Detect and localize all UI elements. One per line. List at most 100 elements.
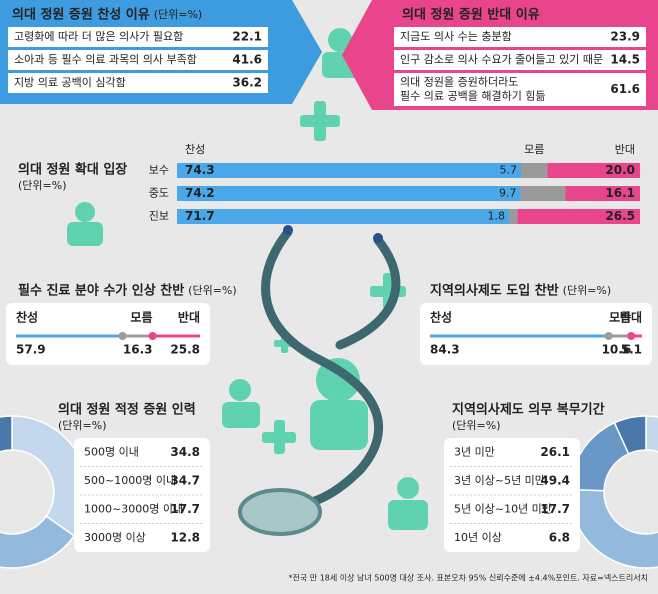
panel-background bbox=[6, 303, 210, 365]
chart-title: 의대 정원 증원 찬성 이유 bbox=[12, 7, 150, 23]
value-label: 16.1 bbox=[605, 186, 635, 200]
row-label-line: 의대 정원을 증원하더라도 bbox=[400, 75, 518, 89]
row-value: 17.7 bbox=[170, 502, 200, 516]
bar-segment bbox=[508, 209, 518, 224]
bar-segment bbox=[152, 334, 200, 338]
legend-label: 모름 bbox=[130, 310, 152, 325]
value-label: 5.1 bbox=[621, 343, 642, 357]
bar-segment bbox=[517, 209, 640, 224]
unit-label: (단위=%) bbox=[58, 419, 107, 432]
value-label: 20.0 bbox=[605, 163, 635, 177]
row-label: 의대 정원을 증원하더라도 필수 의료 공백을 해결하기 힘듦 bbox=[400, 75, 546, 103]
row-label-line: 소아과 등 필수 의료 과목의 의사 부족함 bbox=[14, 53, 197, 66]
row-value: 12.8 bbox=[170, 530, 200, 544]
value-label: 71.7 bbox=[185, 209, 215, 223]
chart-title: 필수 진료 분야 수가 인상 찬반 bbox=[18, 283, 184, 299]
row-label: 500명 이내 bbox=[84, 445, 139, 458]
donut-slice bbox=[613, 415, 647, 455]
unit-label: (단위=%) bbox=[154, 8, 203, 21]
row-label: 지금도 의사 수는 충분함 bbox=[400, 30, 512, 43]
row-value: 26.1 bbox=[540, 445, 570, 459]
value-label: 10.6 bbox=[602, 343, 632, 357]
category-label: 보수 bbox=[149, 164, 169, 177]
value-label: 9.7 bbox=[499, 187, 517, 200]
row-label-line: 고령화에 따라 더 많은 의사가 필요함 bbox=[14, 30, 183, 43]
donut-slice bbox=[645, 415, 658, 453]
row-background bbox=[394, 27, 646, 47]
bar-segment bbox=[631, 334, 642, 338]
legend-label: 반대 bbox=[178, 310, 200, 325]
row-label: 3000명 이상 bbox=[84, 531, 146, 544]
row-value: 61.6 bbox=[610, 82, 640, 96]
bar-segment bbox=[177, 209, 509, 224]
bar-segment bbox=[430, 334, 609, 338]
value-label: 1.8 bbox=[487, 210, 505, 223]
value-label: 57.9 bbox=[16, 343, 46, 357]
value-label: 5.7 bbox=[500, 164, 518, 177]
row-value: 17.7 bbox=[540, 502, 570, 516]
row-value: 49.4 bbox=[540, 473, 570, 487]
chart-title: 의대 정원 확대 입장 bbox=[18, 162, 127, 178]
stethoscope bbox=[238, 225, 401, 536]
legend-label: 찬성 bbox=[430, 310, 452, 325]
row-value: 41.6 bbox=[232, 53, 262, 67]
unit-label: (단위=%) bbox=[18, 179, 67, 192]
bar-segment bbox=[177, 163, 522, 178]
footnote: *전국 만 18세 이상 남녀 500명 대상 조사. 표본오차 95% 신뢰수… bbox=[289, 573, 648, 583]
bar-segment bbox=[122, 334, 153, 338]
value-label: 84.3 bbox=[430, 343, 460, 357]
category-label: 진보 bbox=[149, 210, 169, 223]
legend-label: 반대 bbox=[615, 143, 635, 156]
bar-segment bbox=[565, 186, 640, 201]
row-label: 소아과 등 필수 의료 과목의 의사 부족함 bbox=[14, 53, 197, 66]
donut-slice bbox=[0, 415, 13, 453]
row-label-line: 지방 의료 공백이 심각함 bbox=[14, 76, 126, 89]
row-label: 500~1000명 이내 bbox=[84, 474, 176, 487]
legend-label: 모름 bbox=[524, 143, 544, 156]
row-background bbox=[8, 73, 268, 93]
row-label-line: 필수 의료 공백을 해결하기 힘듦 bbox=[400, 89, 546, 103]
legend-label: 찬성 bbox=[16, 310, 38, 325]
row-background bbox=[394, 73, 646, 106]
row-label: 1000~3000명 이내 bbox=[84, 502, 183, 515]
row-label: 5년 이상~10년 미만 bbox=[454, 502, 552, 515]
row-value: 36.2 bbox=[232, 76, 262, 90]
value-label: 74.2 bbox=[185, 186, 215, 200]
value-label: 26.5 bbox=[605, 209, 635, 223]
bar-segment bbox=[547, 163, 640, 178]
value-label: 16.3 bbox=[123, 343, 153, 357]
bar-segment bbox=[521, 163, 548, 178]
category-label: 중도 bbox=[149, 187, 169, 200]
row-value: 34.8 bbox=[170, 445, 200, 459]
legend-label: 반대 bbox=[620, 310, 642, 325]
legend-label: 찬성 bbox=[185, 142, 205, 156]
legend-label: 모름 bbox=[609, 310, 631, 325]
value-label: 25.8 bbox=[170, 343, 200, 357]
value-label: 74.3 bbox=[185, 163, 215, 177]
unit-label: (단위=%) bbox=[452, 419, 501, 432]
row-label: 3년 이상~5년 미만 bbox=[454, 474, 545, 487]
unit-label: (단위=%) bbox=[188, 284, 237, 297]
row-label: 지방 의료 공백이 심각함 bbox=[14, 76, 126, 89]
bar-segment bbox=[520, 186, 566, 201]
row-background bbox=[8, 27, 268, 47]
row-label: 인구 감소로 의사 수요가 줄어들고 있기 때문 bbox=[400, 53, 603, 66]
row-label: 10년 이상 bbox=[454, 531, 502, 544]
row-value: 23.9 bbox=[610, 30, 640, 44]
row-label: 3년 미만 bbox=[454, 445, 495, 458]
row-value: 6.8 bbox=[549, 530, 570, 544]
bar-segment bbox=[608, 334, 632, 338]
row-value: 22.1 bbox=[232, 30, 262, 44]
row-background bbox=[8, 50, 268, 70]
bar-segment bbox=[177, 186, 521, 201]
donut-slice bbox=[0, 515, 76, 569]
unit-label: (단위=%) bbox=[563, 284, 612, 297]
chart-title: 지역의사제도 도입 찬반 bbox=[430, 283, 559, 299]
row-value: 34.7 bbox=[170, 473, 200, 487]
panel-background bbox=[420, 303, 652, 365]
row-background bbox=[394, 50, 646, 70]
chart-title: 의대 정원 적정 증원 인력 bbox=[58, 402, 196, 418]
chart-title: 지역의사제도 의무 복무기간 bbox=[452, 402, 605, 418]
